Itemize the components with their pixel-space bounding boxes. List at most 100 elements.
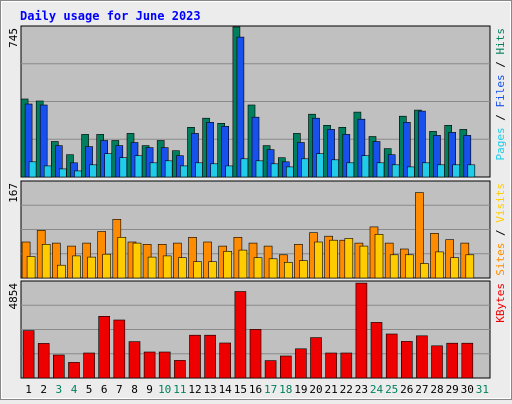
x-tick-label-day-6: 6 (101, 383, 108, 396)
bar-kbytes-day-30 (461, 342, 474, 379)
x-tick-label-day-24: 24 (370, 383, 384, 396)
x-tick-label-day-27: 27 (415, 383, 428, 396)
bar-kbytes-day-11 (174, 360, 186, 379)
bar-kbytes-day-25 (385, 333, 398, 379)
bar-kbytes-day-7 (113, 319, 126, 379)
series-axis-label-part: / (494, 55, 507, 75)
bar-visits-day-21 (329, 239, 338, 279)
y-max-label: 4854 (7, 283, 20, 310)
bar-visits-day-22 (344, 238, 354, 279)
bar-kbytes-day-23 (355, 282, 368, 379)
bar-visits-day-7 (117, 237, 127, 279)
bar-pages-day-5 (89, 164, 97, 178)
bar-pages-day-10 (164, 160, 173, 178)
x-tick-label-day-22: 22 (340, 383, 353, 396)
bar-sites-day-12 (188, 237, 197, 279)
bar-files-day-5 (85, 146, 93, 178)
bar-visits-day-20 (314, 241, 323, 279)
series-axis-label-part: Files (494, 74, 507, 107)
bar-visits-day-4 (72, 255, 81, 279)
bar-files-day-20 (312, 117, 320, 178)
bar-kbytes-day-2 (37, 343, 50, 379)
bar-visits-day-10 (162, 255, 172, 279)
bar-files-day-30 (463, 135, 472, 178)
bar-pages-day-26 (406, 166, 415, 178)
bar-pages-day-12 (195, 162, 203, 178)
bar-kbytes-day-21 (325, 352, 337, 379)
x-tick-label-day-13: 13 (203, 383, 216, 396)
x-tick-label-day-20: 20 (309, 383, 322, 396)
bar-kbytes-day-15 (234, 291, 247, 379)
bar-kbytes-day-9 (143, 351, 156, 379)
series-axis-label: Sites / Visits (494, 183, 507, 276)
bar-files-day-28 (433, 135, 441, 178)
x-tick-label-day-17: 17 (264, 383, 277, 396)
bar-visits-day-6 (102, 253, 111, 279)
bar-pages-day-4 (74, 170, 82, 178)
bar-files-day-23 (357, 118, 366, 178)
bar-pages-day-22 (346, 162, 355, 178)
series-axis-label-part: Sites (494, 243, 507, 276)
bar-files-day-21 (327, 129, 335, 178)
series-axis-label-part: Visits (494, 183, 507, 223)
x-tick-label-day-12: 12 (188, 383, 201, 396)
bar-visits-day-11 (178, 257, 187, 279)
bar-files-day-13 (206, 122, 214, 178)
bar-pages-day-13 (210, 163, 218, 178)
x-tick-label-day-21: 21 (324, 383, 337, 396)
bar-kbytes-day-24 (370, 322, 383, 379)
bar-files-day-24 (372, 141, 381, 178)
bar-visits-day-5 (87, 256, 96, 279)
bar-pages-day-17 (270, 163, 279, 178)
bar-pages-day-29 (452, 164, 461, 178)
bar-pages-day-20 (316, 153, 324, 178)
x-tick-label-day-14: 14 (219, 383, 233, 396)
bar-files-day-9 (145, 147, 154, 178)
bar-visits-day-14 (223, 251, 232, 279)
bar-pages-day-2 (43, 165, 52, 178)
bar-pages-day-18 (285, 166, 294, 178)
series-axis-label: KBytes (494, 283, 507, 323)
series-axis-label: Pages / Files / Hits (494, 28, 507, 161)
bar-files-day-26 (402, 122, 411, 178)
bar-files-day-12 (191, 133, 199, 178)
x-tick-label-day-9: 9 (146, 383, 153, 396)
bar-pages-day-11 (180, 165, 188, 178)
bar-visits-day-12 (193, 261, 202, 279)
bar-pages-day-8 (134, 155, 143, 178)
bar-kbytes-day-1 (22, 330, 35, 379)
x-tick-label-day-15: 15 (234, 383, 247, 396)
bar-pages-day-28 (437, 164, 445, 178)
bar-kbytes-day-8 (128, 341, 141, 379)
series-pages (28, 153, 476, 178)
bar-kbytes-day-27 (416, 335, 428, 379)
bar-kbytes-day-3 (52, 354, 65, 379)
x-tick-label-day-5: 5 (86, 383, 93, 396)
bar-pages-day-6 (104, 153, 112, 178)
bar-kbytes-day-28 (431, 345, 443, 379)
bar-visits-day-2 (41, 244, 51, 279)
x-tick-label-day-3: 3 (55, 383, 62, 396)
bar-kbytes-day-19 (295, 348, 307, 379)
bar-files-day-2 (39, 104, 48, 178)
bar-kbytes-day-13 (204, 334, 216, 379)
x-tick-label-day-19: 19 (294, 383, 307, 396)
bar-kbytes-day-5 (83, 352, 95, 379)
bar-files-day-16 (251, 116, 260, 178)
bar-pages-day-1 (28, 161, 37, 178)
bar-pages-day-7 (119, 157, 128, 178)
bar-visits-day-24 (374, 234, 384, 279)
bar-sites-day-13 (203, 241, 212, 279)
bar-pages-day-15 (240, 158, 249, 178)
bar-visits-day-15 (238, 249, 248, 279)
series-kbytes (22, 282, 474, 379)
bar-visits-day-30 (465, 254, 475, 279)
bar-visits-day-1 (26, 256, 36, 279)
x-tick-label-day-29: 29 (446, 383, 459, 396)
bar-pages-day-23 (361, 155, 370, 178)
bar-kbytes-day-20 (310, 337, 322, 379)
bar-visits-day-9 (147, 256, 157, 279)
bar-kbytes-day-14 (219, 342, 231, 379)
